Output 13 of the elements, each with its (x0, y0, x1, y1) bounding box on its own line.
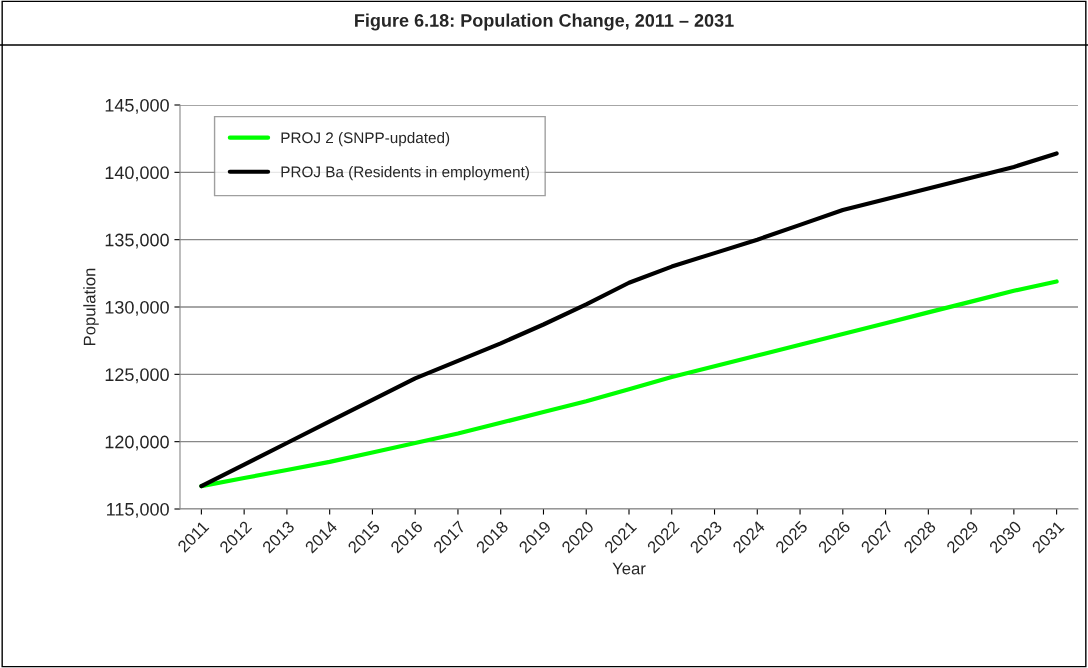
chart-title: Figure 6.18: Population Change, 2011 – 2031 (355, 13, 734, 31)
legend-label: PROJ Ba (Residents in employment) (281, 166, 529, 181)
y-axis-title: Population (83, 268, 99, 346)
y-tick-label: 120,000 (105, 435, 169, 451)
y-tick-label: 140,000 (105, 166, 169, 182)
line-series (199, 151, 1059, 489)
y-tick-label: 135,000 (105, 233, 169, 249)
legend-label: PROJ 2 (SNPP-updated) (281, 131, 450, 147)
y-tick-label: 145,000 (105, 98, 169, 114)
y-tick-label: 115,000 (107, 502, 169, 518)
y-tick-label: 125,000 (105, 368, 169, 384)
x-axis-title: Year (612, 562, 646, 575)
y-tick-label: 130,000 (105, 300, 169, 316)
